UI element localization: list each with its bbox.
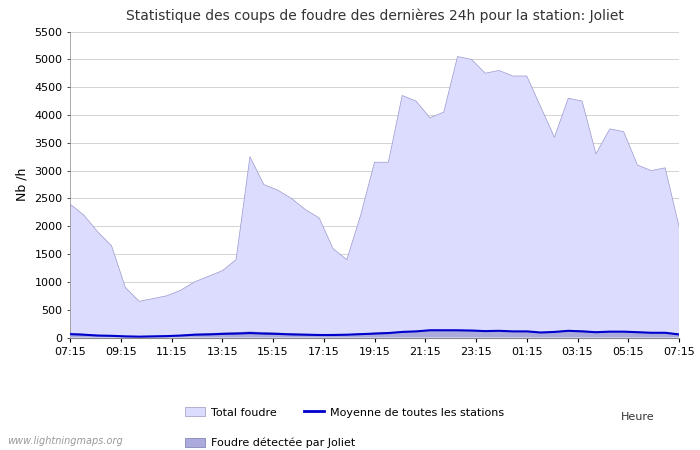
- Title: Statistique des coups de foudre des dernières 24h pour la station: Joliet: Statistique des coups de foudre des dern…: [125, 9, 624, 23]
- Legend: Foudre détectée par Joliet: Foudre détectée par Joliet: [186, 438, 355, 448]
- Text: Heure: Heure: [621, 412, 654, 422]
- Text: www.lightningmaps.org: www.lightningmaps.org: [7, 436, 122, 446]
- Y-axis label: Nb /h: Nb /h: [15, 168, 29, 201]
